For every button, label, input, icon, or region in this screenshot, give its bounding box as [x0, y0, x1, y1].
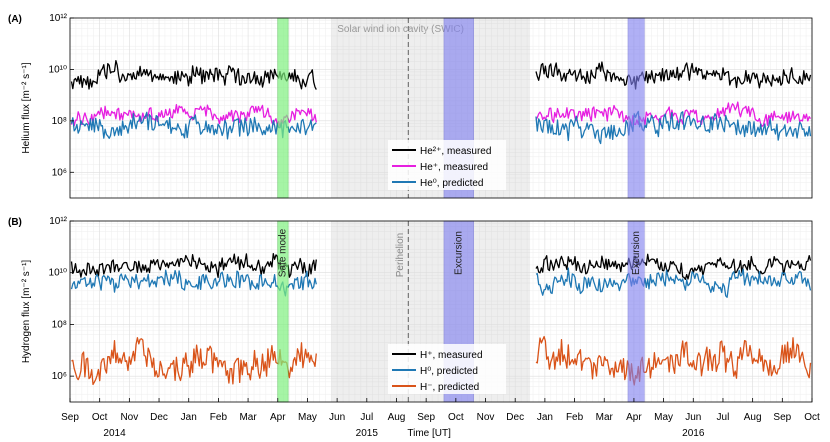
x-tick-label: May [654, 412, 673, 423]
panel-label: (B) [8, 217, 22, 228]
x-tick-label: Mar [239, 412, 257, 423]
legend-entry: He⁺, measured [420, 162, 488, 173]
y-tick-label: 10¹⁰ [49, 268, 67, 279]
x-tick-label: Jun [685, 412, 701, 423]
y-tick-label: 10¹² [49, 216, 67, 227]
x-tick-label: Feb [210, 412, 228, 423]
plot-frame [69, 220, 813, 403]
x-tick-label: Dec [150, 412, 168, 423]
x-tick-label: Apr [270, 412, 286, 423]
x-tick-label: Apr [626, 412, 642, 423]
y-tick-label: 10⁶ [52, 371, 67, 382]
x-tick-label: Nov [120, 412, 138, 423]
panel-hydrogen: Safe mode Excursion Excursion Perihelion 10⁶… [8, 216, 813, 403]
x-tick-label: Oct [804, 412, 820, 423]
x-tick-label: Nov [477, 412, 495, 423]
x-tick-label: Feb [566, 412, 584, 423]
panel-helium: Solar wind ion cavity (SWIC) 10⁶ 10⁸ 10¹⁰ 10… [8, 13, 813, 199]
safe-mode-band [277, 17, 289, 199]
legend-entry: H⁰, predicted [420, 366, 478, 377]
x-tick-label: Sep [61, 412, 79, 423]
x-tick-label: Aug [744, 412, 762, 423]
x-tick-label: Jul [717, 412, 730, 423]
series-line [70, 253, 317, 279]
x-year-label: 2014 [103, 428, 126, 439]
y-tick-label: 10⁶ [52, 167, 67, 178]
series-line [70, 59, 317, 90]
series-line [70, 269, 317, 297]
perihelion-label: Perihelion [395, 233, 406, 277]
x-axis: Sep Oct Nov Dec Jan Feb Mar Apr May Jun Jul Aug Sep O… [61, 398, 820, 439]
series-line [535, 110, 812, 145]
band-label: Safe mode [278, 228, 289, 277]
x-tick-label: Jan [537, 412, 553, 423]
y-axis-title: Helium flux [m⁻² s⁻¹] [21, 62, 32, 153]
band-label: Excursion [631, 231, 642, 275]
x-year-label: 2015 [356, 428, 379, 439]
series-line [535, 267, 812, 298]
y-tick-label: 10⁸ [52, 319, 67, 330]
series-line [535, 61, 812, 90]
excursion-band [627, 17, 645, 199]
series-line [535, 253, 812, 281]
panel-label: (A) [8, 14, 22, 25]
legend-entry: H⁻, predicted [420, 382, 479, 393]
legend-entry: He⁰, predicted [420, 178, 484, 189]
x-tick-label: Aug [388, 412, 406, 423]
x-tick-label: Jun [329, 412, 345, 423]
x-axis-title: Time [UT] [407, 428, 451, 439]
x-tick-label: Sep [773, 412, 791, 423]
series-line [70, 111, 317, 140]
swic-label: Solar wind ion cavity (SWIC) [337, 24, 464, 35]
x-tick-label: Oct [448, 412, 464, 423]
y-tick-label: 10⁸ [52, 116, 67, 127]
series-line [535, 101, 812, 128]
x-year-label: 2016 [682, 428, 705, 439]
y-axis-title: Hydrogen flux [m⁻² s⁻¹] [21, 260, 32, 364]
x-tick-label: Dec [506, 412, 524, 423]
x-tick-label: Jul [360, 412, 373, 423]
x-tick-label: May [298, 412, 317, 423]
x-tick-label: Sep [417, 412, 435, 423]
series-line [535, 335, 812, 386]
x-tick-label: Jan [181, 412, 197, 423]
series-line [71, 337, 317, 386]
x-tick-label: Oct [92, 412, 108, 423]
legend-entry: He²⁺, measured [420, 146, 491, 157]
x-tick-label: Mar [596, 412, 614, 423]
plot-frame [69, 17, 813, 199]
y-tick-label: 10¹² [49, 13, 67, 24]
y-tick-label: 10¹⁰ [49, 64, 67, 75]
legend-entry: H⁺, measured [420, 350, 483, 361]
band-label: Excursion [453, 231, 464, 275]
